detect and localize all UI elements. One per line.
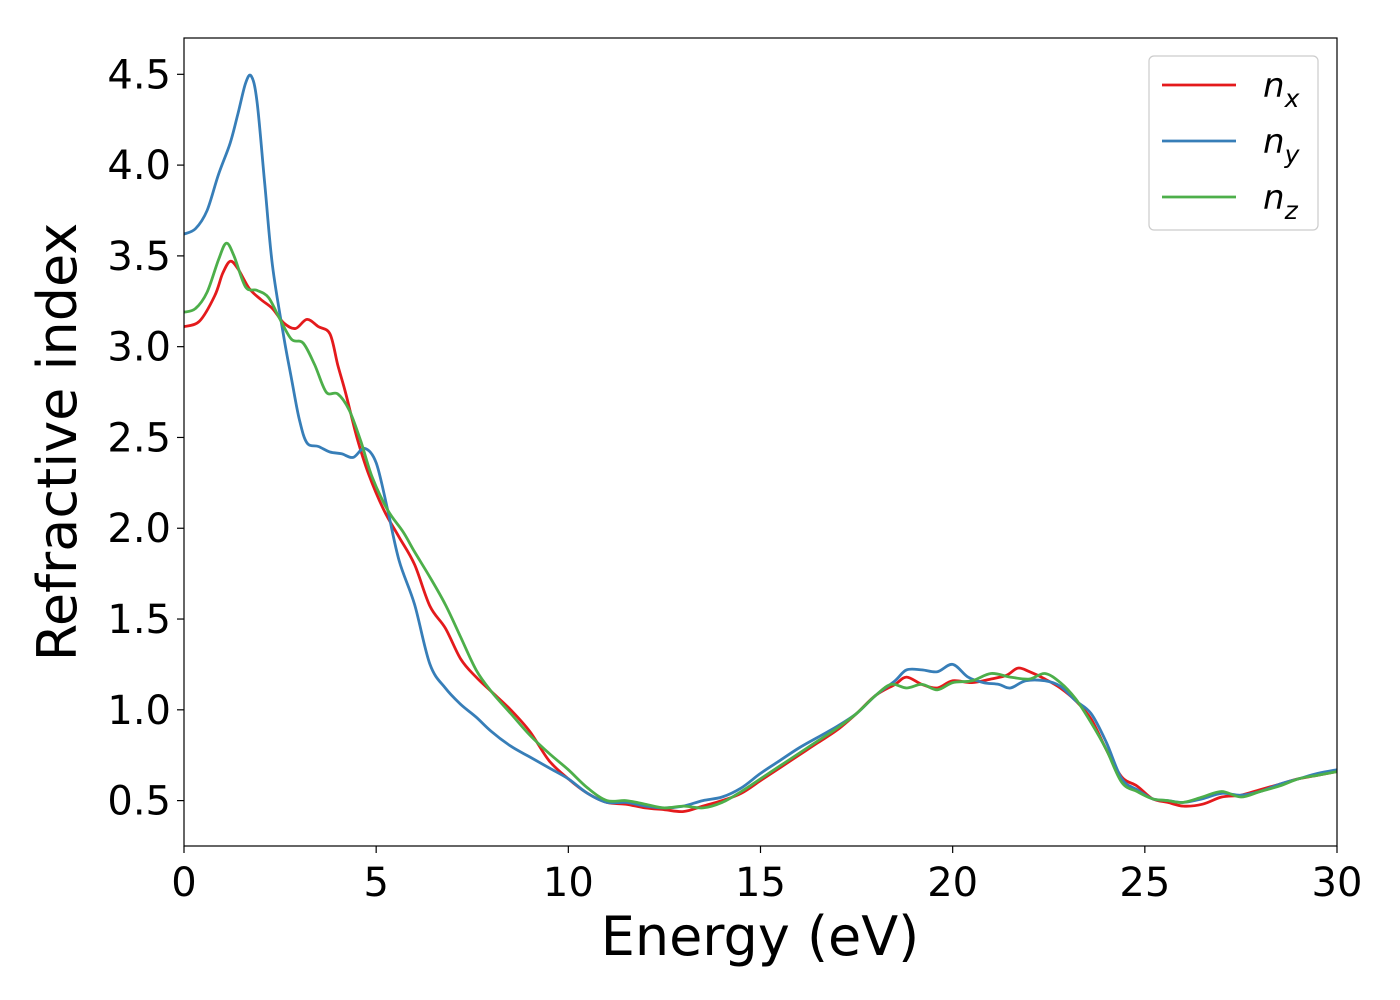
legend-label-nz: nz (1263, 178, 1299, 225)
legend-box (1148, 55, 1319, 231)
series-layer (184, 73, 1337, 814)
y-tick-label: 4.5 (107, 52, 171, 98)
y-tick-label: 2.0 (107, 506, 171, 552)
legend-label-ny: ny (1263, 122, 1301, 169)
y-tick-label: 1.5 (107, 597, 171, 643)
x-tick-label: 15 (735, 860, 786, 906)
y-tick-label: 1.0 (107, 688, 171, 734)
legend-label-subscript: y (1284, 140, 1301, 169)
x-tick-label: 0 (171, 860, 196, 906)
x-tick-label: 25 (1119, 860, 1170, 906)
x-axis: 0 5 10 15 20 25 30 (171, 846, 1362, 906)
series-line-nx (184, 259, 1337, 814)
y-tick-label: 0.5 (107, 779, 171, 825)
y-tick-label: 3.5 (107, 234, 171, 280)
y-tick-label: 4.0 (107, 143, 171, 189)
legend-label-subscript: x (1284, 84, 1300, 113)
y-axis-label: Refractive index (26, 223, 89, 662)
series-line-nz (184, 241, 1337, 810)
legend-label-nx: nx (1263, 66, 1300, 113)
legend-label-base: n (1263, 122, 1285, 162)
y-tick-label: 2.5 (107, 415, 171, 461)
x-tick-label: 20 (927, 860, 978, 906)
legend-label-base: n (1263, 66, 1285, 106)
x-tick-label: 5 (363, 860, 388, 906)
x-axis-label: Energy (eV) (601, 905, 920, 968)
y-tick-label: 3.0 (107, 325, 171, 371)
x-tick-label: 30 (1312, 860, 1363, 906)
y-axis: 0.5 1.0 1.5 2.0 2.5 3.0 3.5 4.0 4.5 (107, 52, 184, 825)
legend-label-subscript: z (1284, 196, 1299, 225)
x-tick-label: 10 (543, 860, 594, 906)
legend-label-base: n (1263, 178, 1285, 218)
